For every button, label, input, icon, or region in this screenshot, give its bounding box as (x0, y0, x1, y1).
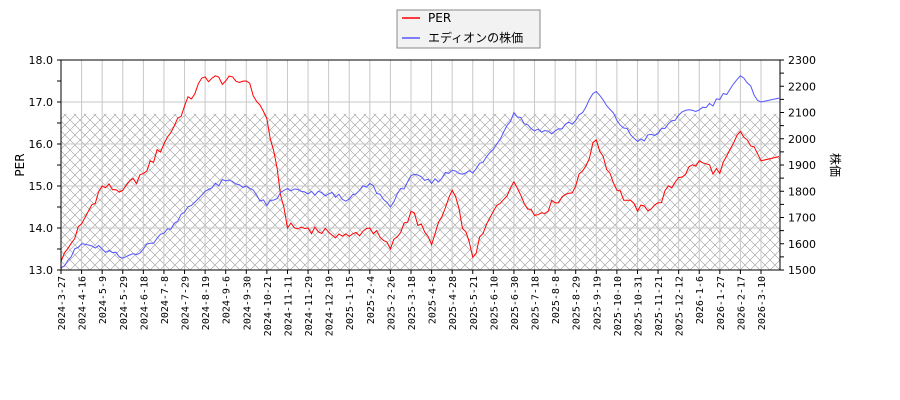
x-tick-label: 2025-6-10 (489, 276, 500, 330)
x-tick-label: 2024-4-16 (78, 276, 89, 330)
per-line (61, 75, 780, 262)
right-tick-label: 2300 (788, 54, 816, 67)
x-tick-label: 2025-8-29 (572, 276, 583, 330)
legend-label-price: エディオンの株価 (428, 30, 523, 45)
x-tick-label: 2025-2-26 (386, 276, 397, 330)
x-tick-label: 2026-3-10 (757, 276, 768, 330)
x-tick-label: 2025-5-21 (469, 276, 480, 330)
x-tick-label: 2025-7-18 (531, 276, 542, 330)
x-tick-label: 2024-8-19 (201, 276, 212, 330)
x-tick-label: 2026-1-6 (695, 276, 706, 324)
x-tick-label: 2025-6-30 (510, 276, 521, 330)
x-tick-label: 2026-2-17 (736, 276, 747, 330)
right-tick-label: 2200 (788, 80, 816, 93)
right-axis: 1500 1600 1700 1800 1900 2000 2100 2200 2300 (780, 54, 816, 277)
x-tick-label: 2025-11-21 (654, 276, 665, 336)
left-axis: 13.0 14.0 15.0 16.0 17.0 18.0 (29, 54, 61, 277)
legend: PER エディオンの株価 (396, 9, 541, 49)
x-tick-label: 2024-11-11 (283, 276, 294, 336)
x-tick-label: 2024-5-9 (98, 276, 109, 324)
x-tick-label: 2024-9-30 (242, 276, 253, 330)
left-tick-label: 15.0 (29, 180, 54, 193)
right-tick-label: 2100 (788, 107, 816, 120)
x-tick-label: 2024-10-21 (263, 276, 274, 336)
x-tick-label: 2025-12-12 (675, 276, 686, 336)
x-tick-label: 2024-7-29 (181, 276, 192, 330)
x-tick-label: 2024-5-29 (119, 276, 130, 330)
x-tick-label: 2025-10-10 (613, 276, 624, 336)
series-lines (61, 75, 780, 268)
right-tick-label: 2000 (788, 133, 816, 146)
right-tick-label: 1600 (788, 238, 816, 251)
x-tick-label: 2025-3-18 (407, 276, 418, 330)
hatched-band (61, 113, 780, 270)
x-tick-label: 2024-3-27 (57, 276, 68, 330)
right-axis-title: 株価 (828, 153, 843, 177)
x-tick-label: 2025-1-15 (345, 276, 356, 330)
x-tick-label: 2026-1-27 (716, 276, 727, 330)
left-tick-label: 18.0 (29, 54, 54, 67)
x-tick-label: 2025-10-31 (633, 276, 644, 336)
x-axis: 2024-3-27 2024-4-16 2024-5-9 2024-5-29 2024-… (57, 270, 768, 336)
x-tick-label: 2024-6-18 (139, 276, 150, 330)
left-tick-label: 16.0 (29, 138, 54, 151)
right-tick-label: 1900 (788, 159, 816, 172)
left-tick-label: 14.0 (29, 222, 54, 235)
price-line (61, 75, 780, 268)
right-tick-label: 1500 (788, 264, 816, 277)
x-tick-label: 2025-9-19 (592, 276, 603, 330)
legend-box (396, 9, 541, 49)
x-tick-label: 2024-7-8 (160, 276, 171, 324)
x-tick-label: 2024-9-6 (222, 276, 233, 324)
x-tick-label: 2024-11-29 (304, 276, 315, 336)
left-axis-title: PER (13, 153, 27, 176)
gridlines (60, 59, 780, 271)
left-tick-label: 13.0 (29, 264, 54, 277)
x-tick-label: 2025-8-8 (551, 276, 562, 324)
x-tick-label: 2025-2-4 (366, 276, 377, 324)
left-tick-label: 17.0 (29, 96, 54, 109)
right-tick-label: 1700 (788, 212, 816, 225)
x-tick-label: 2024-12-19 (325, 276, 336, 336)
right-tick-label: 1800 (788, 185, 816, 198)
legend-label-per: PER (428, 11, 451, 25)
x-tick-label: 2025-4-28 (448, 276, 459, 330)
x-tick-label: 2025-4-8 (428, 276, 439, 324)
